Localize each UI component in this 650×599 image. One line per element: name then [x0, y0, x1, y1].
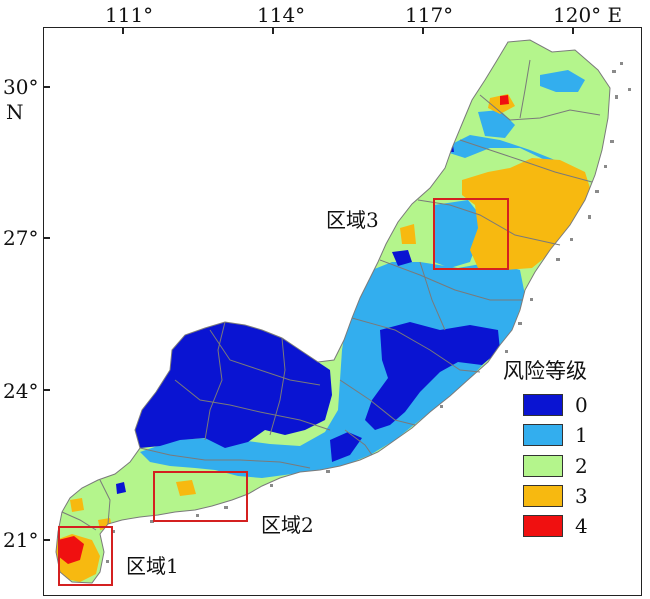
risk-fill-level-0	[330, 432, 362, 462]
risk-fill-level-0	[365, 322, 500, 430]
risk-fill-level-3	[462, 158, 590, 270]
x-tick-label-111: 111°	[105, 3, 154, 27]
legend-swatch-4	[523, 515, 563, 537]
legend-swatch-1	[523, 424, 563, 446]
legend-item-2: 2	[523, 454, 623, 478]
risk-fill-level-1	[540, 70, 585, 92]
risk-fill-level-0	[392, 250, 412, 266]
legend-label-0: 0	[575, 393, 588, 417]
legend-label-3: 3	[575, 484, 588, 508]
legend-swatch-3	[523, 485, 563, 507]
y-tick-label-24: 24°	[3, 379, 39, 403]
risk-fill-level-0	[135, 322, 332, 448]
y-tick-mark	[43, 389, 50, 391]
y-tick-mark	[43, 539, 50, 541]
x-tick-mark	[422, 27, 424, 34]
legend-swatch-0	[523, 394, 563, 416]
risk-fill-level-1	[440, 135, 590, 188]
legend-title: 风险等级	[503, 359, 587, 383]
legend-label-2: 2	[575, 454, 588, 478]
risk-fill-level-3	[176, 480, 196, 496]
legend-label-1: 1	[575, 423, 588, 447]
y-tick-label-21: 21°	[3, 528, 39, 552]
legend-label-4: 4	[575, 514, 588, 538]
region-3-label: 区域3	[326, 208, 379, 232]
legend-swatch-2	[523, 455, 563, 477]
offshore-islands	[106, 62, 631, 563]
y-tick-mark	[43, 237, 50, 239]
x-tick-label-114: 114°	[257, 3, 306, 27]
risk-fill-level-4	[500, 95, 509, 105]
risk-fill-level-3	[400, 224, 416, 244]
x-tick-mark	[272, 27, 274, 34]
region-2-box	[153, 471, 248, 522]
region-1-box	[58, 526, 113, 586]
legend-item-4: 4	[523, 514, 623, 538]
y-tick-label-30: 30°	[3, 75, 39, 99]
y-tick-mark	[43, 86, 50, 88]
region-2-label: 区域2	[261, 513, 314, 537]
y-unit-label: N	[6, 100, 24, 124]
risk-fill-level-3	[70, 498, 84, 512]
x-tick-mark	[572, 27, 574, 34]
risk-fill-level-0	[116, 482, 126, 494]
region-3-box	[433, 198, 509, 270]
risk-fill-level-1	[434, 200, 480, 268]
legend-item-1: 1	[523, 423, 623, 447]
region-1-label: 区域1	[126, 554, 179, 578]
x-tick-label-117: 117°	[405, 3, 454, 27]
legend-item-0: 0	[523, 393, 623, 417]
risk-fill-level-1	[140, 262, 525, 478]
y-tick-label-27: 27°	[3, 226, 39, 250]
legend-item-3: 3	[523, 484, 623, 508]
admin-boundaries	[55, 39, 611, 584]
x-tick-mark	[122, 27, 124, 34]
risk-fill-level-4	[58, 536, 84, 564]
x-tick-label-120: 120° E	[553, 3, 623, 27]
risk-fill-level-0	[440, 138, 454, 152]
